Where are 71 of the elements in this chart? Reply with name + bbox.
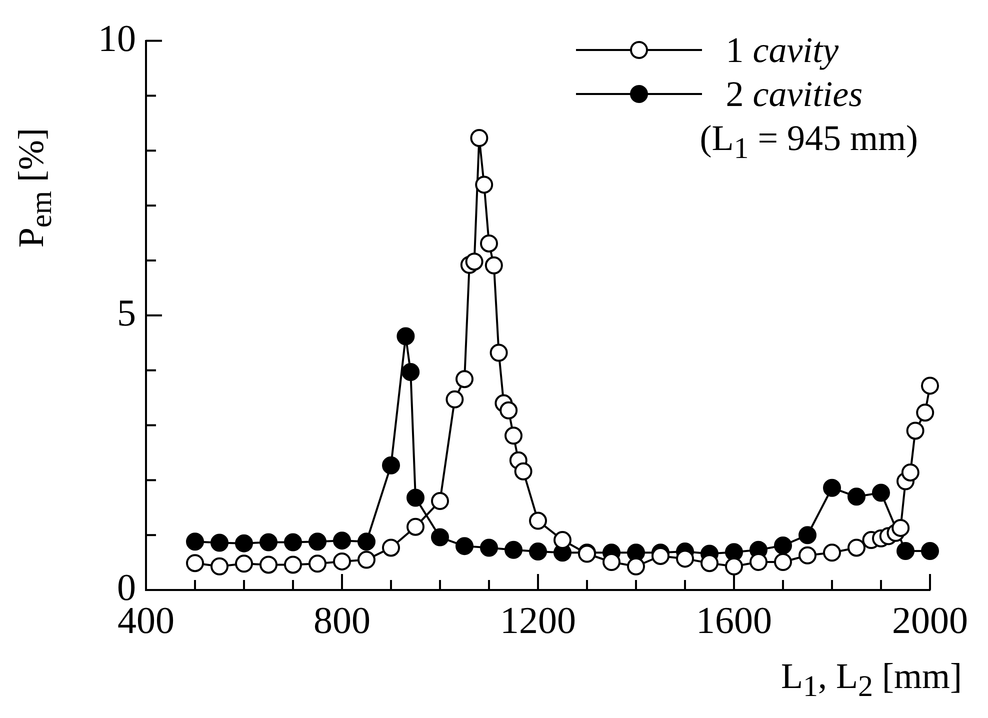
legend-label: 2 cavities [726, 73, 863, 116]
point [333, 552, 351, 570]
point [480, 538, 498, 557]
point [406, 488, 424, 507]
point [480, 234, 498, 252]
point [382, 456, 400, 474]
annotation: (L$_{1}$ = 945 mm) [698, 117, 918, 168]
point [500, 401, 518, 420]
point [260, 533, 278, 552]
point [725, 543, 743, 562]
point [676, 550, 694, 568]
point [823, 478, 841, 497]
point [921, 376, 939, 395]
point [872, 484, 890, 502]
point [504, 540, 522, 559]
x-tick-label: 2000 [892, 600, 968, 642]
point [333, 532, 351, 550]
x-tick-label: 1200 [500, 600, 576, 642]
point [396, 327, 415, 346]
point [210, 534, 228, 552]
point [529, 542, 547, 561]
point [308, 554, 326, 573]
point [260, 556, 278, 574]
point [798, 526, 816, 544]
point [465, 252, 484, 271]
point [284, 556, 302, 574]
x-tick-label: 800 [314, 600, 370, 642]
point [406, 518, 424, 536]
point [529, 512, 547, 530]
point [514, 462, 532, 480]
point [906, 422, 924, 440]
point [848, 488, 866, 506]
point [848, 538, 866, 557]
point [475, 176, 494, 194]
point [823, 544, 841, 562]
point [484, 256, 503, 274]
point [358, 550, 376, 569]
point [725, 557, 743, 576]
point [456, 537, 474, 556]
point [627, 557, 645, 576]
legend-label: 1 cavity [726, 29, 839, 72]
point [358, 532, 376, 551]
point [774, 536, 792, 555]
point [896, 542, 914, 560]
point [235, 534, 253, 552]
point [798, 546, 816, 564]
point [700, 554, 718, 572]
point [456, 370, 474, 388]
point [431, 492, 449, 510]
point [210, 557, 228, 576]
point [431, 528, 449, 546]
point [308, 532, 326, 551]
point [901, 463, 920, 482]
point [921, 542, 939, 560]
y-tick-label: 5 [117, 292, 136, 334]
point [504, 426, 522, 445]
point [186, 554, 204, 572]
point [284, 533, 302, 552]
y-tick-label: 10 [98, 18, 136, 60]
point [402, 362, 420, 381]
x-axis-title: L$_{1}$, L$_{2}$ [mm] [781, 654, 962, 704]
point [774, 552, 792, 571]
point [892, 518, 910, 537]
point [382, 538, 400, 557]
point [235, 554, 253, 573]
point [446, 390, 464, 408]
point [916, 404, 934, 422]
point [490, 344, 508, 362]
x-tick-label: 1600 [696, 600, 772, 642]
point [470, 129, 488, 148]
point [186, 532, 204, 551]
